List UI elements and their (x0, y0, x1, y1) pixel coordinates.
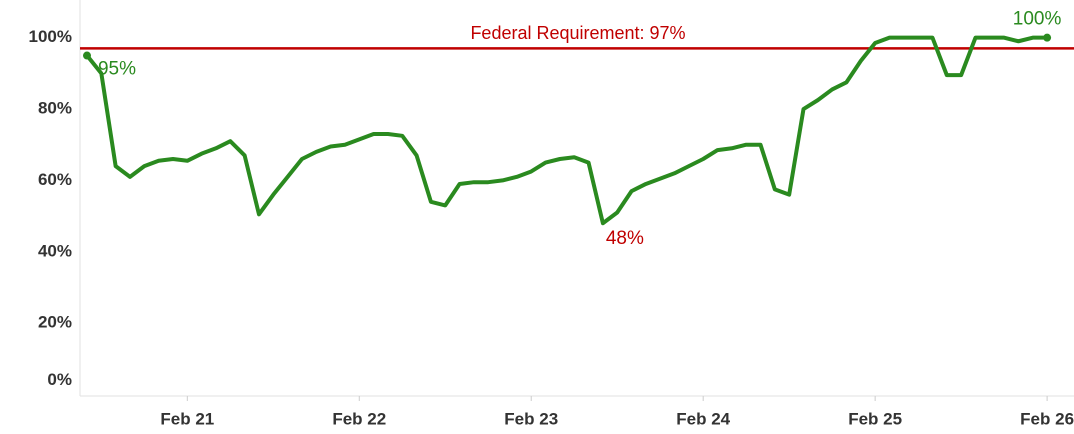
y-tick-label: 40% (38, 241, 72, 260)
y-tick-label: 20% (38, 313, 72, 332)
reference-label: Federal Requirement: 97% (470, 23, 685, 43)
x-tick-label: Feb 21 (160, 409, 214, 428)
end-marker (83, 51, 91, 60)
y-tick-label: 0% (47, 370, 72, 389)
x-tick-label: Feb 23 (504, 409, 558, 428)
x-tick-label: Feb 25 (848, 409, 902, 428)
y-tick-label: 60% (38, 170, 72, 189)
x-tick-label: Feb 22 (332, 409, 386, 428)
annotation: 48% (606, 228, 644, 249)
end-marker (1043, 33, 1052, 42)
x-tick-label: Feb 24 (676, 409, 730, 428)
line (85, 35, 1048, 226)
y-tick-label: 80% (38, 99, 72, 118)
x-tick-label: Feb 26 (1020, 409, 1074, 428)
annotation: 100% (1013, 9, 1062, 30)
y-tick-label: 100% (29, 27, 72, 46)
annotation: 95% (98, 59, 136, 80)
